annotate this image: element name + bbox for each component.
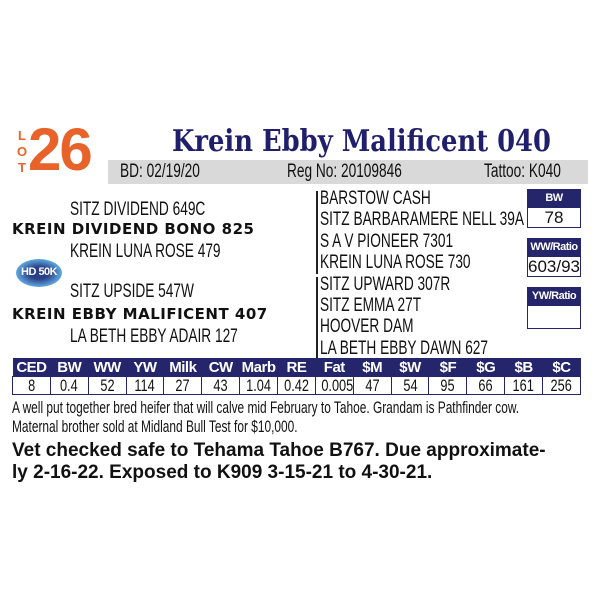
tattoo: Tattoo: K040 <box>484 161 561 182</box>
dam-dam: LA BETH EBBY ADAIR 127 <box>70 326 238 347</box>
epd-header-re: RE <box>277 358 316 377</box>
sire-sire: SITZ DIVIDEND 649C <box>70 199 206 220</box>
epd-value: 47 <box>352 376 392 395</box>
dam-sire: SITZ UPSIDE 547W <box>70 281 194 302</box>
epd-value: 161 <box>504 376 544 395</box>
epd-value: 256 <box>542 376 581 395</box>
animal-name: Krein Ebby Malificent 040 <box>172 124 551 159</box>
epd-header-dollar-m: $M <box>353 358 392 377</box>
dam: KREIN EBBY MALIFICENT 407 <box>12 305 268 323</box>
lot-label: L O T <box>16 128 28 175</box>
epd-header-dollar-b: $B <box>504 358 543 377</box>
epd-header-dollar-g: $G <box>466 358 505 377</box>
sire-dam: KREIN LUNA ROSE 479 <box>70 241 221 262</box>
epd-header-dollar-c: $C <box>542 358 581 377</box>
epd-header-row: CED BW WW YW Milk CW Marb RE Fat $M $W $F $G $B $C <box>12 358 581 377</box>
epd-value-row: 8 0.4 52 114 27 43 1.04 0.42 0.005 47 54 95 66 161 256 <box>12 376 581 395</box>
epd-value: 43 <box>201 376 241 395</box>
lot-number: 26 <box>28 116 93 183</box>
hd50k-logo: HD 50K <box>16 259 62 287</box>
pedigree-right-item: KREIN LUNA ROSE 730 <box>320 252 471 273</box>
epd-value: 114 <box>125 376 165 395</box>
epd-header-marb: Marb <box>239 358 278 377</box>
epd-value: 8 <box>12 376 51 395</box>
epd-value: 0.42 <box>277 376 316 395</box>
epd-value: 66 <box>466 376 506 395</box>
birth-date: BD: 02/19/20 <box>120 161 200 182</box>
pedigree-right-item: HOOVER DAM <box>320 316 414 337</box>
epd-header-fat: Fat <box>315 358 354 377</box>
epd-value: 54 <box>390 376 430 395</box>
epd-header-dollar-w: $W <box>391 358 429 377</box>
epd-value: 52 <box>87 376 127 395</box>
epd-header-ced: CED <box>12 358 51 377</box>
pedigree-right-item: SITZ UPWARD 307R <box>320 274 451 295</box>
pedigree-bracket <box>316 191 318 274</box>
pedigree-right-item: S A V PIONEER 7301 <box>320 231 454 252</box>
breeding-note: Vet checked safe to Tehama Tahoe B767. D… <box>12 440 546 483</box>
pedigree-right-item: BARSTOW CASH <box>320 188 431 209</box>
info-bar <box>108 160 588 184</box>
pedigree-right-item: SITZ BARBARAMERE NELL 39A <box>320 209 525 230</box>
epd-value: 95 <box>428 376 468 395</box>
pedigree-right-item: SITZ EMMA 27T <box>320 295 422 316</box>
epd-header-bw: BW <box>50 358 89 377</box>
sire: KREIN DIVIDEND BONO 825 <box>12 220 255 238</box>
epd-value: 27 <box>163 376 203 395</box>
epd-value: 0.005 <box>314 376 354 395</box>
epd-header-cw: CW <box>201 358 240 377</box>
pedigree-right-item: LA BETH EBBY DAWN 627 <box>320 338 489 359</box>
epd-table: CED BW WW YW Milk CW Marb RE Fat $M $W $F $G $B $C 8 0.… <box>12 358 581 395</box>
ww-ratio-box: WW/Ratio 603/93 <box>527 238 581 277</box>
epd-header-dollar-f: $F <box>428 358 467 377</box>
epd-header-milk: Milk <box>163 358 202 377</box>
description: A well put together bred heifer that wil… <box>12 398 520 436</box>
yw-ratio-box: YW/Ratio <box>527 287 581 329</box>
epd-value: 1.04 <box>239 376 279 395</box>
epd-header-ww: WW <box>88 358 127 377</box>
bw-box: BW 78 <box>527 189 581 228</box>
epd-value: 0.4 <box>49 376 89 395</box>
epd-header-yw: YW <box>126 358 164 377</box>
reg-number: Reg No: 20109846 <box>287 161 402 182</box>
pedigree-bracket <box>316 277 318 360</box>
